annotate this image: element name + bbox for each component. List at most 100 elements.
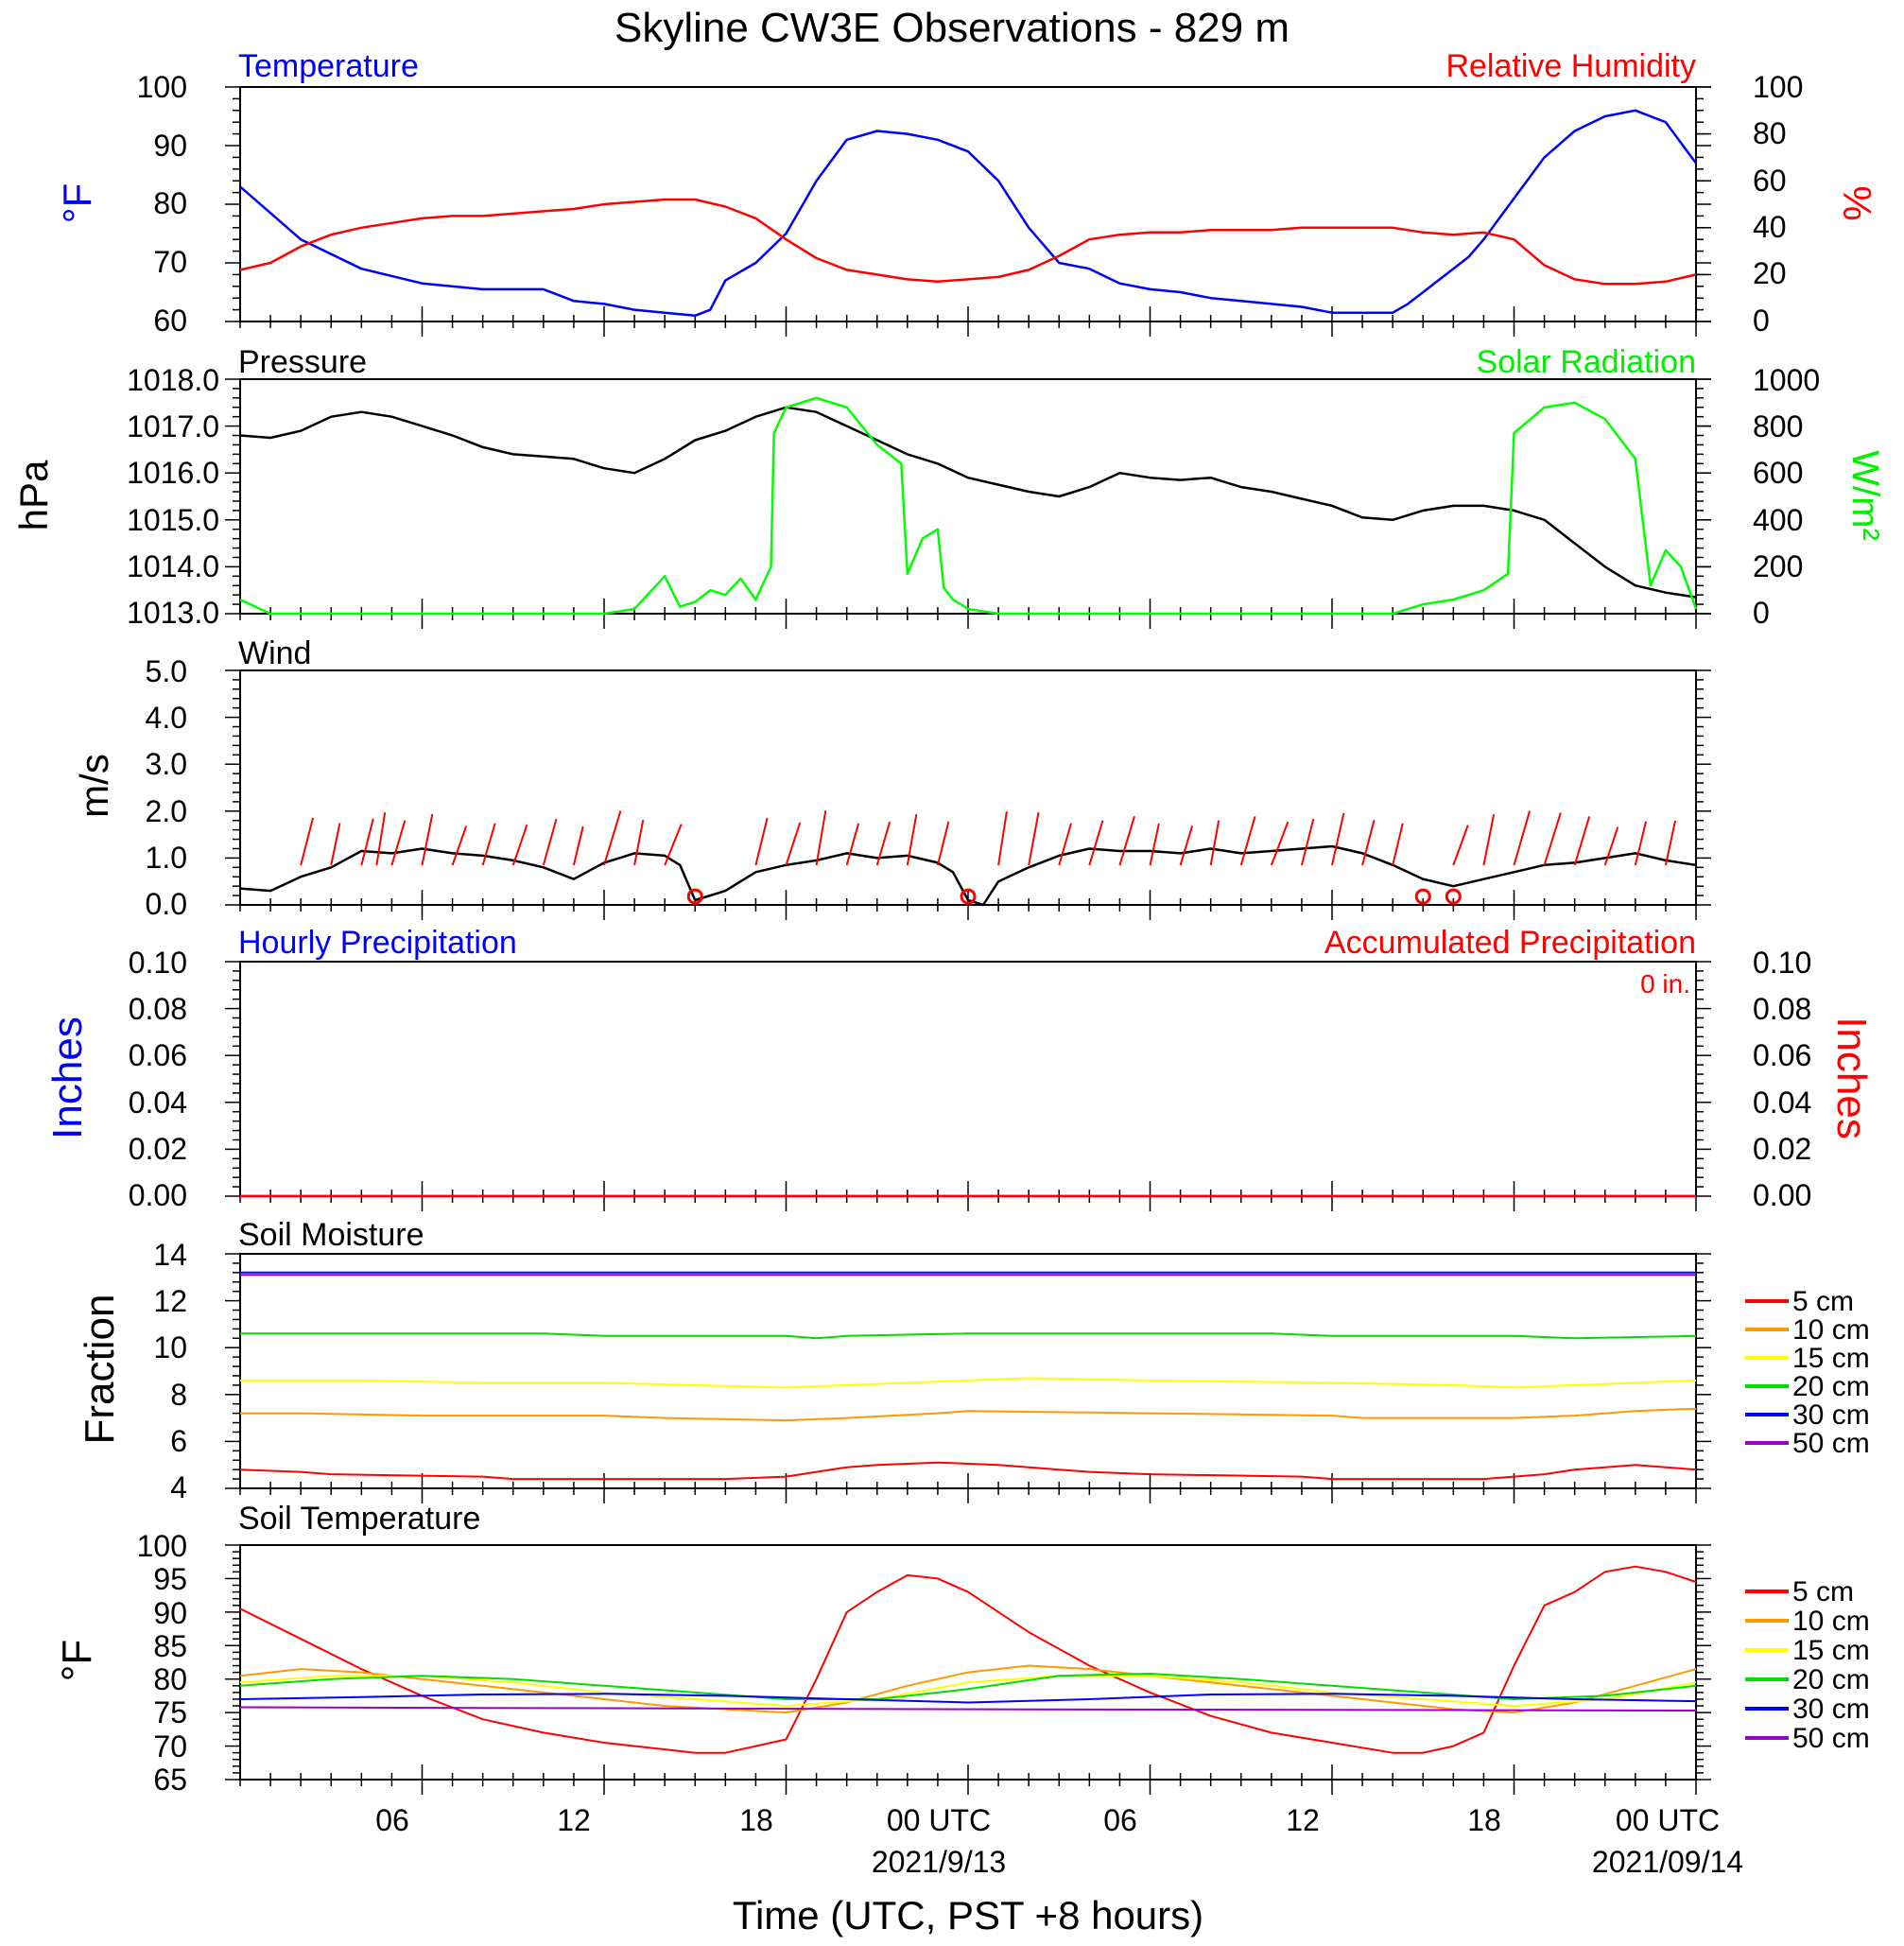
wind-barb [360, 818, 374, 866]
legend-label: 30 cm [1792, 1399, 1870, 1431]
tick-label: 75 [153, 1695, 187, 1729]
calm-wind-marker [1414, 888, 1431, 905]
legend-label: 5 cm [1792, 1576, 1854, 1607]
tick-label: 4.0 [146, 701, 187, 735]
accum-precip-total: 0 in. [1640, 969, 1690, 999]
solar-title: Solar Radiation [1477, 344, 1696, 380]
wind-barb [421, 813, 434, 866]
wind-barb [603, 810, 622, 866]
soil-moisture-title: Soil Moisture [238, 1217, 424, 1253]
wind-barb [785, 822, 802, 866]
x-date-label: 2021/09/14 [1592, 1845, 1743, 1879]
tick-label: 600 [1753, 456, 1803, 490]
wind-barb [875, 821, 891, 866]
tick-label: 100 [137, 70, 187, 104]
tick-label: 14 [153, 1238, 187, 1272]
tick-label: 0.00 [1753, 1178, 1811, 1212]
panel-soil-moisture: Soil Moisture Fraction 4 6 8 10 12 14 5 … [77, 1217, 1870, 1504]
tick-label: 100 [1753, 70, 1803, 104]
tick-label: 1013.0 [127, 596, 219, 630]
tick-label: 0.08 [1753, 992, 1811, 1026]
wind-barb [664, 824, 683, 866]
tick-label: 200 [1753, 549, 1803, 583]
x-tick-label: 00 UTC [1616, 1803, 1720, 1837]
wind-barb [1239, 816, 1256, 866]
tick-label: 12 [153, 1284, 187, 1318]
tick-label: 0 [1753, 304, 1770, 338]
wind-barb [1634, 821, 1648, 866]
precip-plot-area [225, 961, 1711, 1211]
wind-barb [1452, 825, 1469, 866]
tick-label: 10 [153, 1330, 187, 1364]
pressure-plot-area [225, 378, 1711, 629]
tick-label: 400 [1753, 503, 1803, 537]
wind-barb [451, 825, 468, 866]
series-50-cm-line [239, 1706, 1697, 1711]
x-tick-label: 18 [739, 1803, 773, 1837]
solar-right-ticks: 0 200 400 600 800 1000 [1753, 363, 1820, 630]
tick-label: 1015.0 [127, 503, 219, 537]
x-tick-label: 00 UTC [887, 1803, 991, 1837]
tick-label: 0.02 [129, 1132, 187, 1166]
tick-label: 40 [1753, 210, 1787, 244]
legend-label: 50 cm [1792, 1723, 1870, 1754]
wind-barb [1482, 814, 1496, 866]
wind-barb [330, 823, 341, 866]
precip-left-ticks: 0.00 0.02 0.04 0.06 0.08 0.10 [129, 946, 187, 1212]
tick-label: 100 [137, 1529, 187, 1563]
legend-label: 30 cm [1792, 1694, 1870, 1725]
soil-moisture-left-ticks: 4 6 8 10 12 14 [153, 1238, 187, 1504]
wind-barb [845, 823, 860, 866]
wind-barb [906, 813, 918, 866]
series-20-cm-line [240, 1332, 1697, 1340]
panel-soil-temperature: Soil Temperature °F 65 70 75 80 85 90 95… [54, 1501, 1870, 1797]
wind-barb [1573, 816, 1591, 866]
series-20-cm-line [239, 1673, 1697, 1700]
wind-barb [300, 817, 315, 866]
legend-label: 5 cm [1792, 1286, 1854, 1317]
tick-label: 0.06 [1753, 1038, 1811, 1072]
x-tick-label: 18 [1467, 1803, 1501, 1837]
wind-barb [936, 821, 950, 866]
plot-frame [239, 1544, 1697, 1781]
tick-label: 60 [153, 304, 187, 338]
pressure-unit: hPa [11, 460, 56, 530]
tick-label: 0.00 [129, 1178, 187, 1212]
series-30-cm-line [239, 1693, 1697, 1704]
tick-label: 1014.0 [127, 549, 219, 583]
wind-unit: m/s [72, 754, 116, 818]
wind-barb [1664, 820, 1677, 866]
wind-barb [1603, 826, 1619, 866]
series-15-cm-line [240, 1377, 1697, 1389]
wind-barb [997, 811, 1008, 866]
soil-temperature-plot-area [225, 1544, 1711, 1795]
legend-label: 15 cm [1792, 1343, 1870, 1374]
series-solar-radiation-line [239, 396, 1698, 616]
soil-temperature-left-ticks: 65 70 75 80 85 90 95 100 [137, 1529, 187, 1797]
x-axis-title: Time (UTC, PST +8 hours) [733, 1893, 1203, 1937]
hourly-precip-title: Hourly Precipitation [238, 925, 517, 961]
tick-label: 60 [1753, 164, 1787, 198]
wind-barb [1209, 820, 1220, 866]
temperature-unit: °F [55, 183, 99, 223]
tick-label: 70 [153, 245, 187, 279]
calm-wind-marker [960, 888, 977, 905]
soil-temperature-unit: °F [54, 1640, 100, 1681]
plot-frame [239, 1253, 1697, 1489]
series-relative-humidity-line [239, 198, 1697, 286]
wind-barb [815, 810, 827, 866]
wind-barb [1088, 820, 1104, 866]
soil-temperature-title: Soil Temperature [238, 1501, 480, 1537]
tick-label: 0.0 [146, 887, 187, 921]
wind-barb [1149, 823, 1160, 866]
wind-barb [1392, 823, 1404, 866]
wind-barb [1300, 818, 1315, 866]
soil-moisture-unit: Fraction [77, 1294, 123, 1445]
tick-label: 1.0 [146, 841, 187, 875]
wind-left-ticks: 0.0 1.0 2.0 3.0 4.0 5.0 [146, 654, 187, 921]
legend-label: 20 cm [1792, 1664, 1870, 1695]
wind-barb [1058, 823, 1072, 866]
tick-label: 1000 [1753, 363, 1820, 397]
tick-label: 5.0 [146, 654, 187, 688]
x-tick-label: 06 [375, 1803, 409, 1837]
